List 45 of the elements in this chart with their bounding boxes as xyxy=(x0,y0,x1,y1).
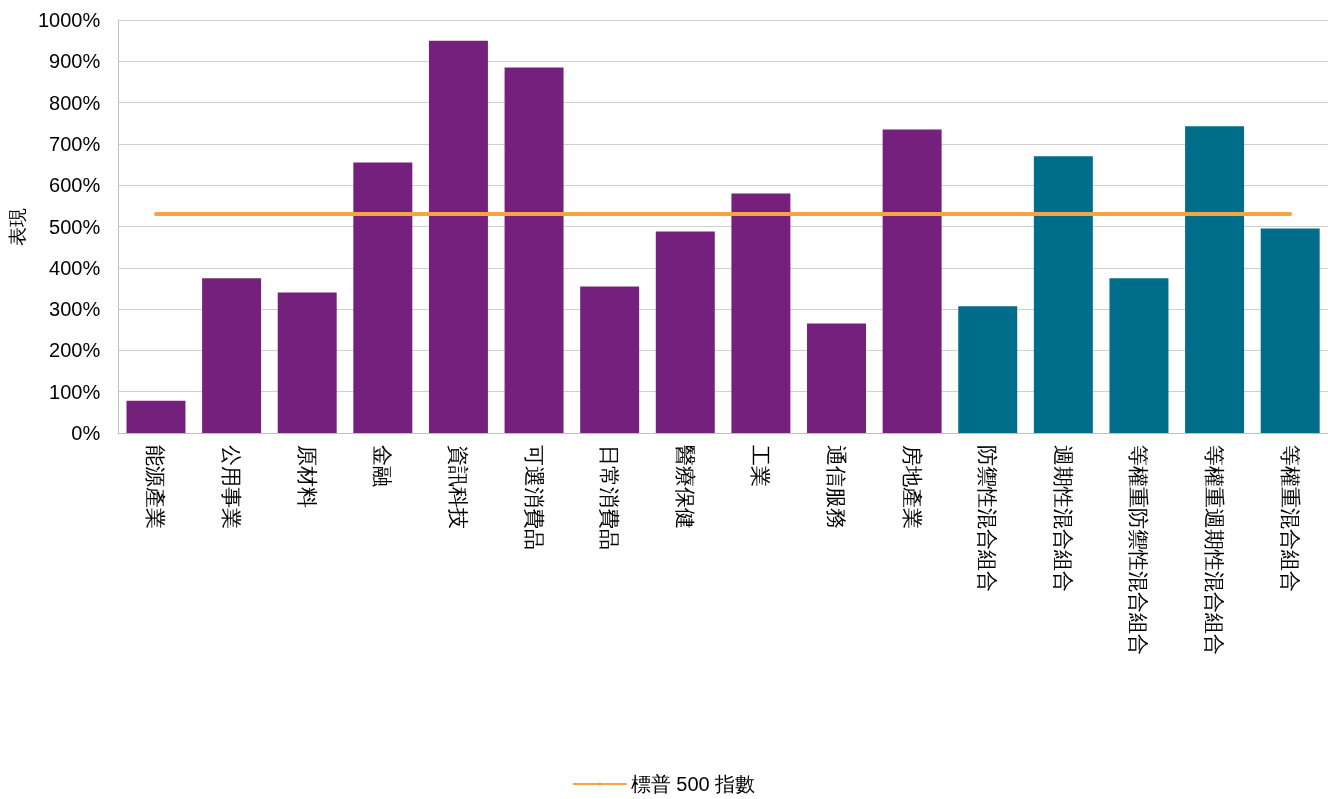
x-tick-label: 原材料 xyxy=(295,445,319,508)
y-tick-label: 500% xyxy=(49,215,101,238)
x-tick-label: 通信服務 xyxy=(825,445,849,529)
bar xyxy=(353,162,413,433)
bar xyxy=(504,67,564,433)
x-tick-label: 防禦性混合組合 xyxy=(976,445,1000,592)
x-tick-label: 金融 xyxy=(371,445,395,487)
x-tick-label: 等權重週期性混合組合 xyxy=(1203,445,1227,655)
y-tick-label: 200% xyxy=(49,339,101,362)
bar xyxy=(277,292,337,433)
y-tick-label: 0% xyxy=(71,422,101,444)
bar xyxy=(428,40,488,433)
bar xyxy=(202,278,262,433)
bar xyxy=(1109,278,1169,433)
x-tick-label: 醫療保健 xyxy=(673,445,697,529)
y-tick-label: 100% xyxy=(49,380,101,403)
x-tick-label: 房地產業 xyxy=(900,445,924,529)
x-tick-label: 等權重防禦性混合組合 xyxy=(1127,445,1151,655)
legend-label: 標普 500 指數 xyxy=(630,773,756,795)
y-tick-label: 900% xyxy=(49,50,101,73)
x-tick-label: 能源產業 xyxy=(144,445,168,529)
y-axis-title: 表現 xyxy=(7,207,28,246)
x-tick-label: 公用事業 xyxy=(220,445,244,529)
bar xyxy=(807,323,866,433)
x-tick-label: 等權重混合組合 xyxy=(1278,445,1302,592)
bar xyxy=(1260,228,1320,433)
bar xyxy=(655,231,715,433)
bar xyxy=(580,286,640,433)
x-tick-label: 工業 xyxy=(749,445,773,487)
bar xyxy=(958,306,1018,433)
y-tick-label: 600% xyxy=(49,174,101,197)
y-tick-label: 1000% xyxy=(37,9,101,31)
x-tick-label: 資訊科技 xyxy=(446,445,470,529)
y-tick-label: 300% xyxy=(49,298,101,321)
x-tick-label: 可選消費品 xyxy=(522,445,546,550)
bar xyxy=(731,193,791,433)
bar xyxy=(1185,126,1245,433)
x-tick-label: 週期性混合組合 xyxy=(1051,445,1075,592)
y-tick-label: 700% xyxy=(49,132,101,155)
bar xyxy=(882,129,942,433)
bar xyxy=(126,400,186,433)
bar xyxy=(1033,156,1093,433)
x-tick-label: 日常消費品 xyxy=(598,445,622,550)
y-tick-label: 800% xyxy=(49,91,101,114)
y-tick-label: 400% xyxy=(49,256,101,279)
